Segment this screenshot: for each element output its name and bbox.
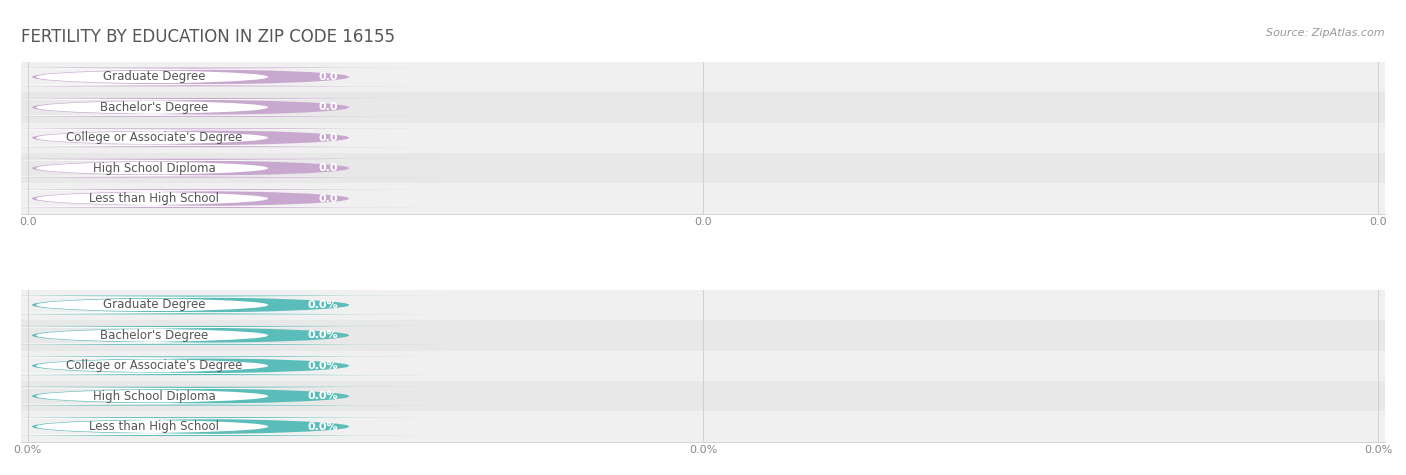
- Bar: [21, 381, 1385, 411]
- Text: 0.0%: 0.0%: [308, 421, 339, 432]
- Text: College or Associate's Degree: College or Associate's Degree: [66, 359, 242, 372]
- Text: 0.0: 0.0: [319, 193, 339, 204]
- Text: College or Associate's Degree: College or Associate's Degree: [66, 131, 242, 144]
- Text: 0.0%: 0.0%: [308, 300, 339, 310]
- Text: 0.0%: 0.0%: [308, 391, 339, 401]
- FancyBboxPatch shape: [0, 358, 401, 374]
- Text: Graduate Degree: Graduate Degree: [103, 70, 205, 84]
- Bar: [21, 351, 1385, 381]
- FancyBboxPatch shape: [0, 99, 401, 115]
- FancyBboxPatch shape: [0, 98, 450, 117]
- FancyBboxPatch shape: [0, 160, 401, 176]
- FancyBboxPatch shape: [0, 356, 450, 375]
- Text: Less than High School: Less than High School: [89, 420, 219, 433]
- FancyBboxPatch shape: [0, 159, 450, 178]
- FancyBboxPatch shape: [0, 297, 401, 313]
- FancyBboxPatch shape: [0, 387, 450, 406]
- FancyBboxPatch shape: [0, 190, 401, 207]
- FancyBboxPatch shape: [0, 295, 450, 314]
- Bar: [21, 411, 1385, 442]
- Text: Source: ZipAtlas.com: Source: ZipAtlas.com: [1267, 28, 1385, 38]
- Bar: [21, 153, 1385, 183]
- Text: Graduate Degree: Graduate Degree: [103, 298, 205, 312]
- Text: High School Diploma: High School Diploma: [93, 390, 215, 403]
- FancyBboxPatch shape: [0, 189, 450, 208]
- Text: 0.0: 0.0: [319, 102, 339, 113]
- Bar: [21, 92, 1385, 123]
- Text: 0.0%: 0.0%: [308, 361, 339, 371]
- FancyBboxPatch shape: [0, 417, 450, 436]
- Text: Less than High School: Less than High School: [89, 192, 219, 205]
- Text: 0.0: 0.0: [319, 133, 339, 143]
- Text: 0.0%: 0.0%: [308, 330, 339, 341]
- Text: 0.0: 0.0: [319, 72, 339, 82]
- Text: Bachelor's Degree: Bachelor's Degree: [100, 329, 208, 342]
- FancyBboxPatch shape: [0, 69, 401, 85]
- FancyBboxPatch shape: [0, 326, 450, 345]
- FancyBboxPatch shape: [0, 67, 450, 86]
- Bar: [21, 123, 1385, 153]
- Bar: [21, 290, 1385, 320]
- FancyBboxPatch shape: [0, 388, 401, 404]
- FancyBboxPatch shape: [0, 128, 450, 147]
- Bar: [21, 320, 1385, 351]
- FancyBboxPatch shape: [0, 130, 401, 146]
- Text: High School Diploma: High School Diploma: [93, 162, 215, 175]
- Text: 0.0: 0.0: [319, 163, 339, 173]
- Bar: [21, 183, 1385, 214]
- FancyBboxPatch shape: [0, 327, 401, 343]
- Text: Bachelor's Degree: Bachelor's Degree: [100, 101, 208, 114]
- FancyBboxPatch shape: [0, 418, 401, 435]
- Text: FERTILITY BY EDUCATION IN ZIP CODE 16155: FERTILITY BY EDUCATION IN ZIP CODE 16155: [21, 28, 395, 47]
- Bar: [21, 62, 1385, 92]
